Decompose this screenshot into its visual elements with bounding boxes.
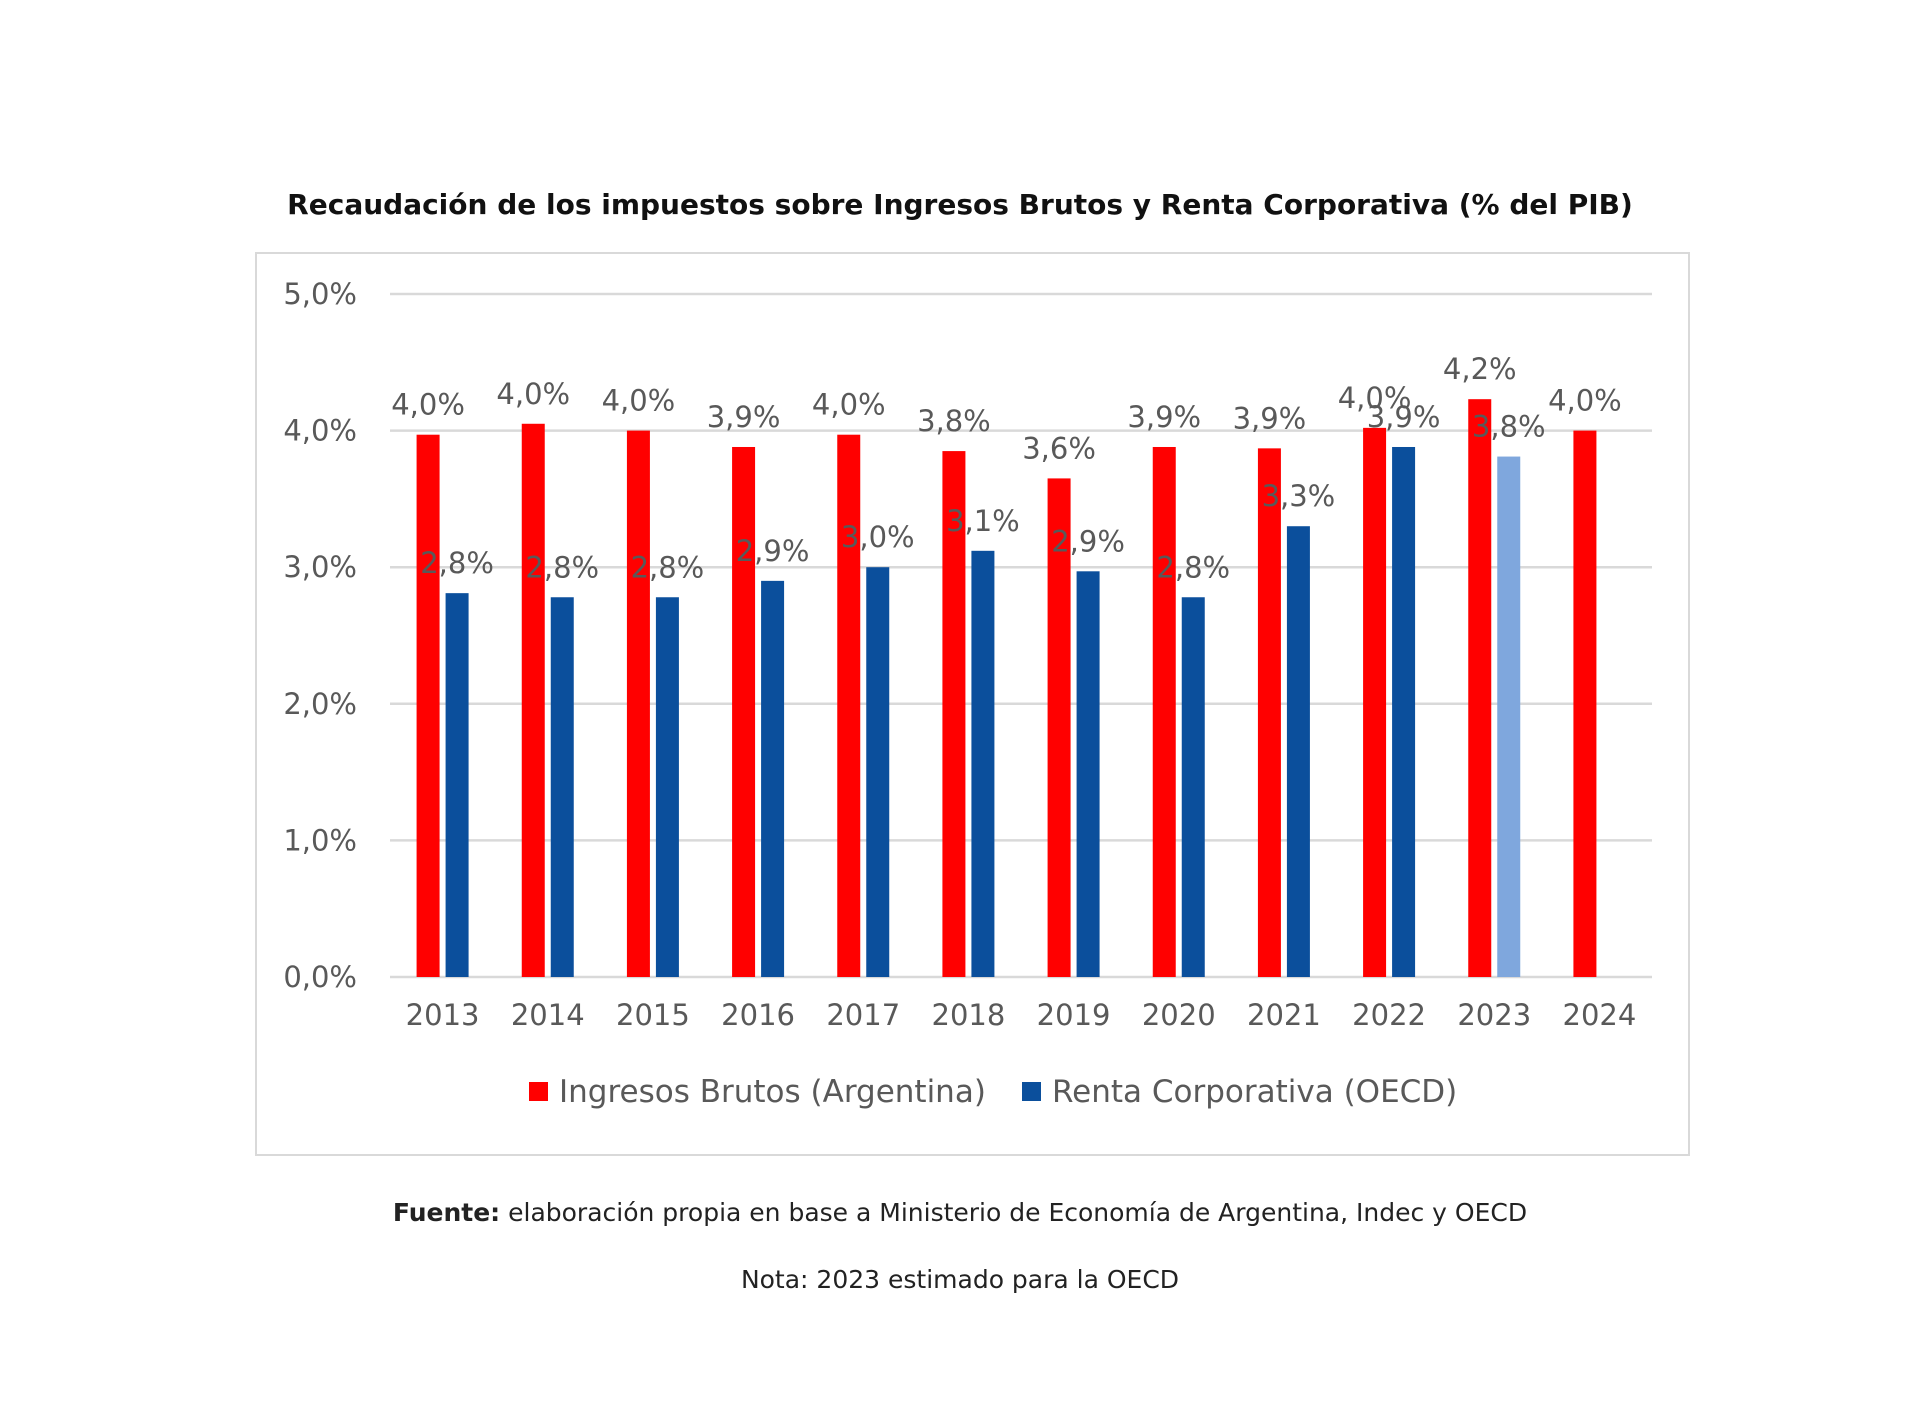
x-tick-label-2019: 2019: [1037, 998, 1111, 1032]
bar-ingresos-brutos-2023: [1468, 399, 1492, 977]
bar-chart: 0,0% 1,0% 2,0% 3,0% 4,0% 5,0% 4,0% 2,8% 4,0% 2,8…: [283, 277, 1652, 1110]
bar-ingresos-brutos-2014: [521, 423, 545, 977]
bar-ingresos-brutos-2015: [626, 430, 650, 978]
y-tick-label: 5,0%: [283, 277, 357, 311]
bar-renta-corporativa-2023: [1497, 456, 1521, 977]
bar-renta-corporativa-2016: [761, 580, 785, 977]
label-renta-corporativa-2016: 2,9%: [736, 534, 810, 568]
chart-frame: 0,0% 1,0% 2,0% 3,0% 4,0% 5,0% 4,0% 2,8% 4,0% 2,8…: [255, 252, 1690, 1156]
x-axis-ticks: 2013 2014 2015 2016 2017 2018 2019 2020 2021 2022…: [406, 998, 1637, 1032]
bar-renta-corporativa-2018: [971, 550, 995, 977]
data-labels: 4,0% 2,8% 4,0% 2,8% 4,0% 2,8% 3,9% 2,9% 4,0% 3,0%…: [391, 352, 1622, 584]
bar-renta-corporativa-2020: [1181, 597, 1205, 977]
y-tick-label: 4,0%: [283, 414, 357, 448]
bar-renta-corporativa-2017: [866, 567, 890, 977]
legend-swatch-renta-corporativa: [1022, 1082, 1041, 1101]
y-tick-label: 0,0%: [283, 960, 357, 994]
label-renta-corporativa-2018: 3,1%: [946, 504, 1020, 538]
gridlines: [390, 292, 1652, 979]
bar-renta-corporativa-2022: [1392, 446, 1416, 977]
bar-ingresos-brutos-2024: [1573, 430, 1597, 978]
chart-title: Recaudación de los impuestos sobre Ingre…: [287, 188, 1633, 221]
label-ingresos-brutos-2017: 4,0%: [812, 388, 886, 422]
source-note: Fuente: elaboración propia en base a Min…: [0, 1198, 1920, 1227]
label-renta-corporativa-2021: 3,3%: [1262, 479, 1336, 513]
x-tick-label-2015: 2015: [616, 998, 690, 1032]
label-ingresos-brutos-2016: 3,9%: [707, 400, 781, 434]
label-ingresos-brutos-2014: 4,0%: [496, 377, 570, 411]
label-renta-corporativa-2014: 2,8%: [525, 550, 599, 584]
label-ingresos-brutos-2022: 4,0%: [1338, 381, 1412, 415]
x-tick-label-2024: 2024: [1563, 998, 1637, 1032]
label-renta-corporativa-2013: 2,8%: [420, 546, 494, 580]
x-tick-label-2021: 2021: [1247, 998, 1321, 1032]
label-renta-corporativa-2022: 3,9%: [1367, 400, 1441, 434]
bar-renta-corporativa-2019: [1076, 571, 1100, 977]
legend-swatch-ingresos-brutos: [529, 1082, 548, 1101]
label-ingresos-brutos-2015: 4,0%: [602, 384, 676, 418]
bar-ingresos-brutos-2016: [732, 446, 756, 977]
label-renta-corporativa-2023: 3,8%: [1472, 410, 1546, 444]
y-tick-label: 2,0%: [283, 687, 357, 721]
label-ingresos-brutos-2020: 3,9%: [1127, 400, 1201, 434]
x-tick-label-2018: 2018: [932, 998, 1006, 1032]
estimate-note: Nota: 2023 estimado para la OECD: [740, 1265, 1180, 1294]
legend-label-ingresos-brutos: Ingresos Brutos (Argentina): [559, 1074, 986, 1110]
label-ingresos-brutos-2023: 4,2%: [1443, 352, 1517, 386]
bar-ingresos-brutos-2018: [942, 451, 966, 978]
x-tick-label-2023: 2023: [1457, 998, 1531, 1032]
bar-renta-corporativa-2015: [655, 597, 679, 977]
source-label: Fuente:: [392, 1198, 501, 1227]
bar-ingresos-brutos-2020: [1152, 446, 1176, 977]
x-tick-label-2020: 2020: [1142, 998, 1216, 1032]
y-tick-label: 1,0%: [283, 823, 357, 857]
x-tick-label-2022: 2022: [1352, 998, 1426, 1032]
bar-ingresos-brutos-2021: [1257, 448, 1281, 977]
y-tick-label: 3,0%: [283, 550, 357, 584]
bar-ingresos-brutos-2013: [416, 434, 440, 977]
bar-ingresos-brutos-2022: [1363, 427, 1387, 977]
label-ingresos-brutos-2019: 3,6%: [1022, 431, 1096, 465]
bars: [416, 399, 1597, 978]
label-ingresos-brutos-2021: 3,9%: [1233, 401, 1307, 435]
bar-renta-corporativa-2021: [1286, 526, 1310, 977]
x-tick-label-2013: 2013: [406, 998, 480, 1032]
bar-ingresos-brutos-2019: [1047, 478, 1071, 977]
label-ingresos-brutos-2013: 4,0%: [391, 388, 465, 422]
label-ingresos-brutos-2024: 4,0%: [1548, 384, 1622, 418]
label-renta-corporativa-2019: 2,9%: [1051, 524, 1125, 558]
label-renta-corporativa-2017: 3,0%: [841, 520, 915, 554]
bar-renta-corporativa-2013: [445, 593, 469, 977]
label-ingresos-brutos-2018: 3,8%: [917, 404, 991, 438]
x-tick-label-2017: 2017: [826, 998, 900, 1032]
source-text: elaboración propia en base a Ministerio …: [500, 1198, 1528, 1227]
legend-label-renta-corporativa: Renta Corporativa (OECD): [1052, 1074, 1457, 1110]
legend: Ingresos Brutos (Argentina) Renta Corpora…: [529, 1074, 1457, 1110]
label-renta-corporativa-2015: 2,8%: [631, 550, 705, 584]
x-tick-label-2016: 2016: [721, 998, 795, 1032]
label-renta-corporativa-2020: 2,8%: [1156, 550, 1230, 584]
y-axis-ticks: 0,0% 1,0% 2,0% 3,0% 4,0% 5,0%: [283, 277, 357, 994]
bar-ingresos-brutos-2017: [837, 434, 861, 977]
x-tick-label-2014: 2014: [511, 998, 585, 1032]
bar-renta-corporativa-2014: [550, 597, 574, 977]
